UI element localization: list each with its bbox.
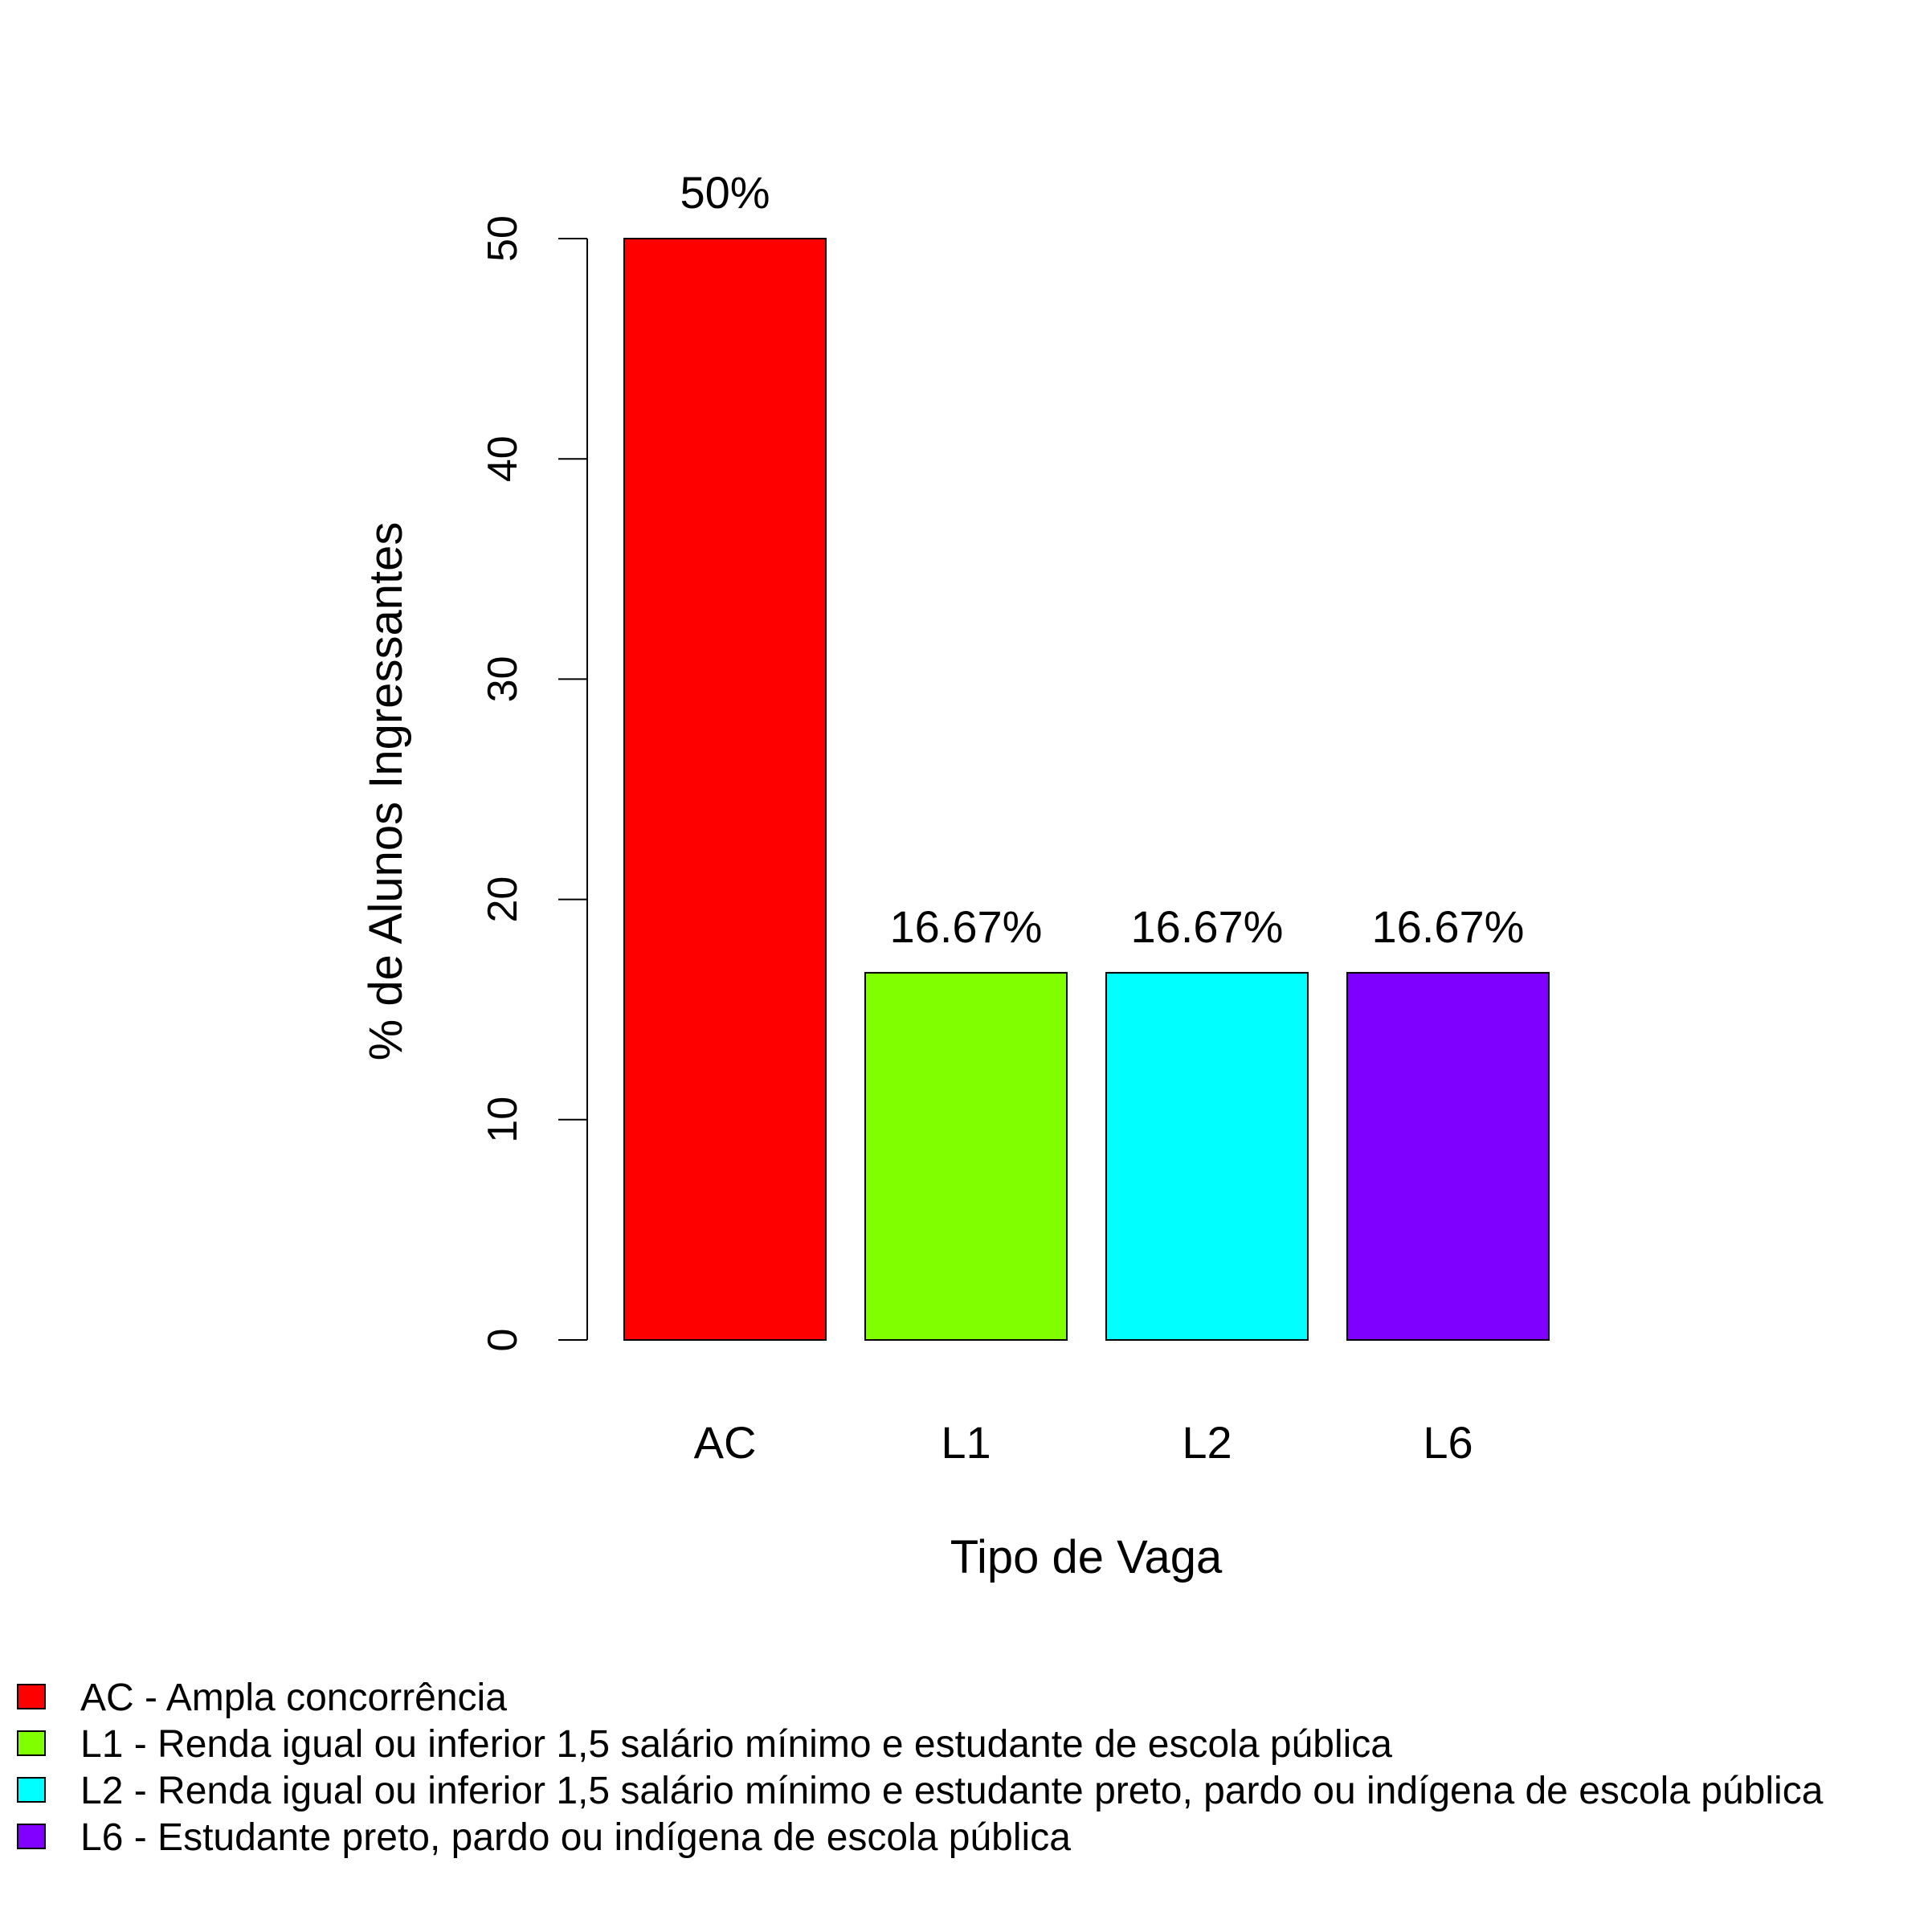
legend-item-label: L6 - Estudante preto, pardo ou indígena …	[80, 1816, 1071, 1859]
bar	[1105, 971, 1309, 1341]
data-label: 16.67%	[1372, 901, 1525, 952]
data-label: 16.67%	[1131, 901, 1284, 952]
y-axis: 0 10 20 30 40 50	[480, 215, 588, 1352]
x-tick-label: L6	[1423, 1417, 1473, 1468]
legend-item-label: L2 - Renda igual ou inferior 1,5 salário…	[80, 1770, 1824, 1812]
legend-swatch	[17, 1824, 46, 1849]
x-axis-title: Tipo de Vaga	[950, 1531, 1223, 1583]
y-tick-label: 10	[480, 1097, 526, 1143]
bar	[623, 238, 827, 1341]
x-tick-label: AC	[694, 1417, 757, 1468]
x-tick-label: L1	[941, 1417, 991, 1468]
y-tick-label: 50	[480, 215, 526, 262]
legend-swatch	[17, 1684, 46, 1709]
legend-swatch	[17, 1777, 46, 1803]
y-tick-label: 30	[480, 656, 526, 702]
y-tick-label: 40	[480, 435, 526, 482]
data-label: 50%	[680, 167, 770, 218]
bar	[864, 971, 1068, 1341]
legend-item-label: L1 - Renda igual ou inferior 1,5 salário…	[80, 1723, 1392, 1766]
x-tick-labels-group: AC L1 L2 L6	[694, 1417, 1473, 1468]
data-labels-group: 50% 16.67% 16.67% 16.67%	[680, 167, 1524, 952]
y-tick-label: 0	[480, 1329, 526, 1352]
y-tick-label: 20	[480, 876, 526, 923]
legend-swatch	[17, 1730, 46, 1756]
data-label: 16.67%	[890, 901, 1043, 952]
legend-item-label: AC - Ampla concorrência	[80, 1677, 507, 1719]
x-tick-label: L2	[1182, 1417, 1232, 1468]
bar	[1346, 971, 1550, 1341]
y-axis-title: % de Alunos Ingressantes	[360, 522, 412, 1061]
bars-group	[623, 238, 1550, 1341]
